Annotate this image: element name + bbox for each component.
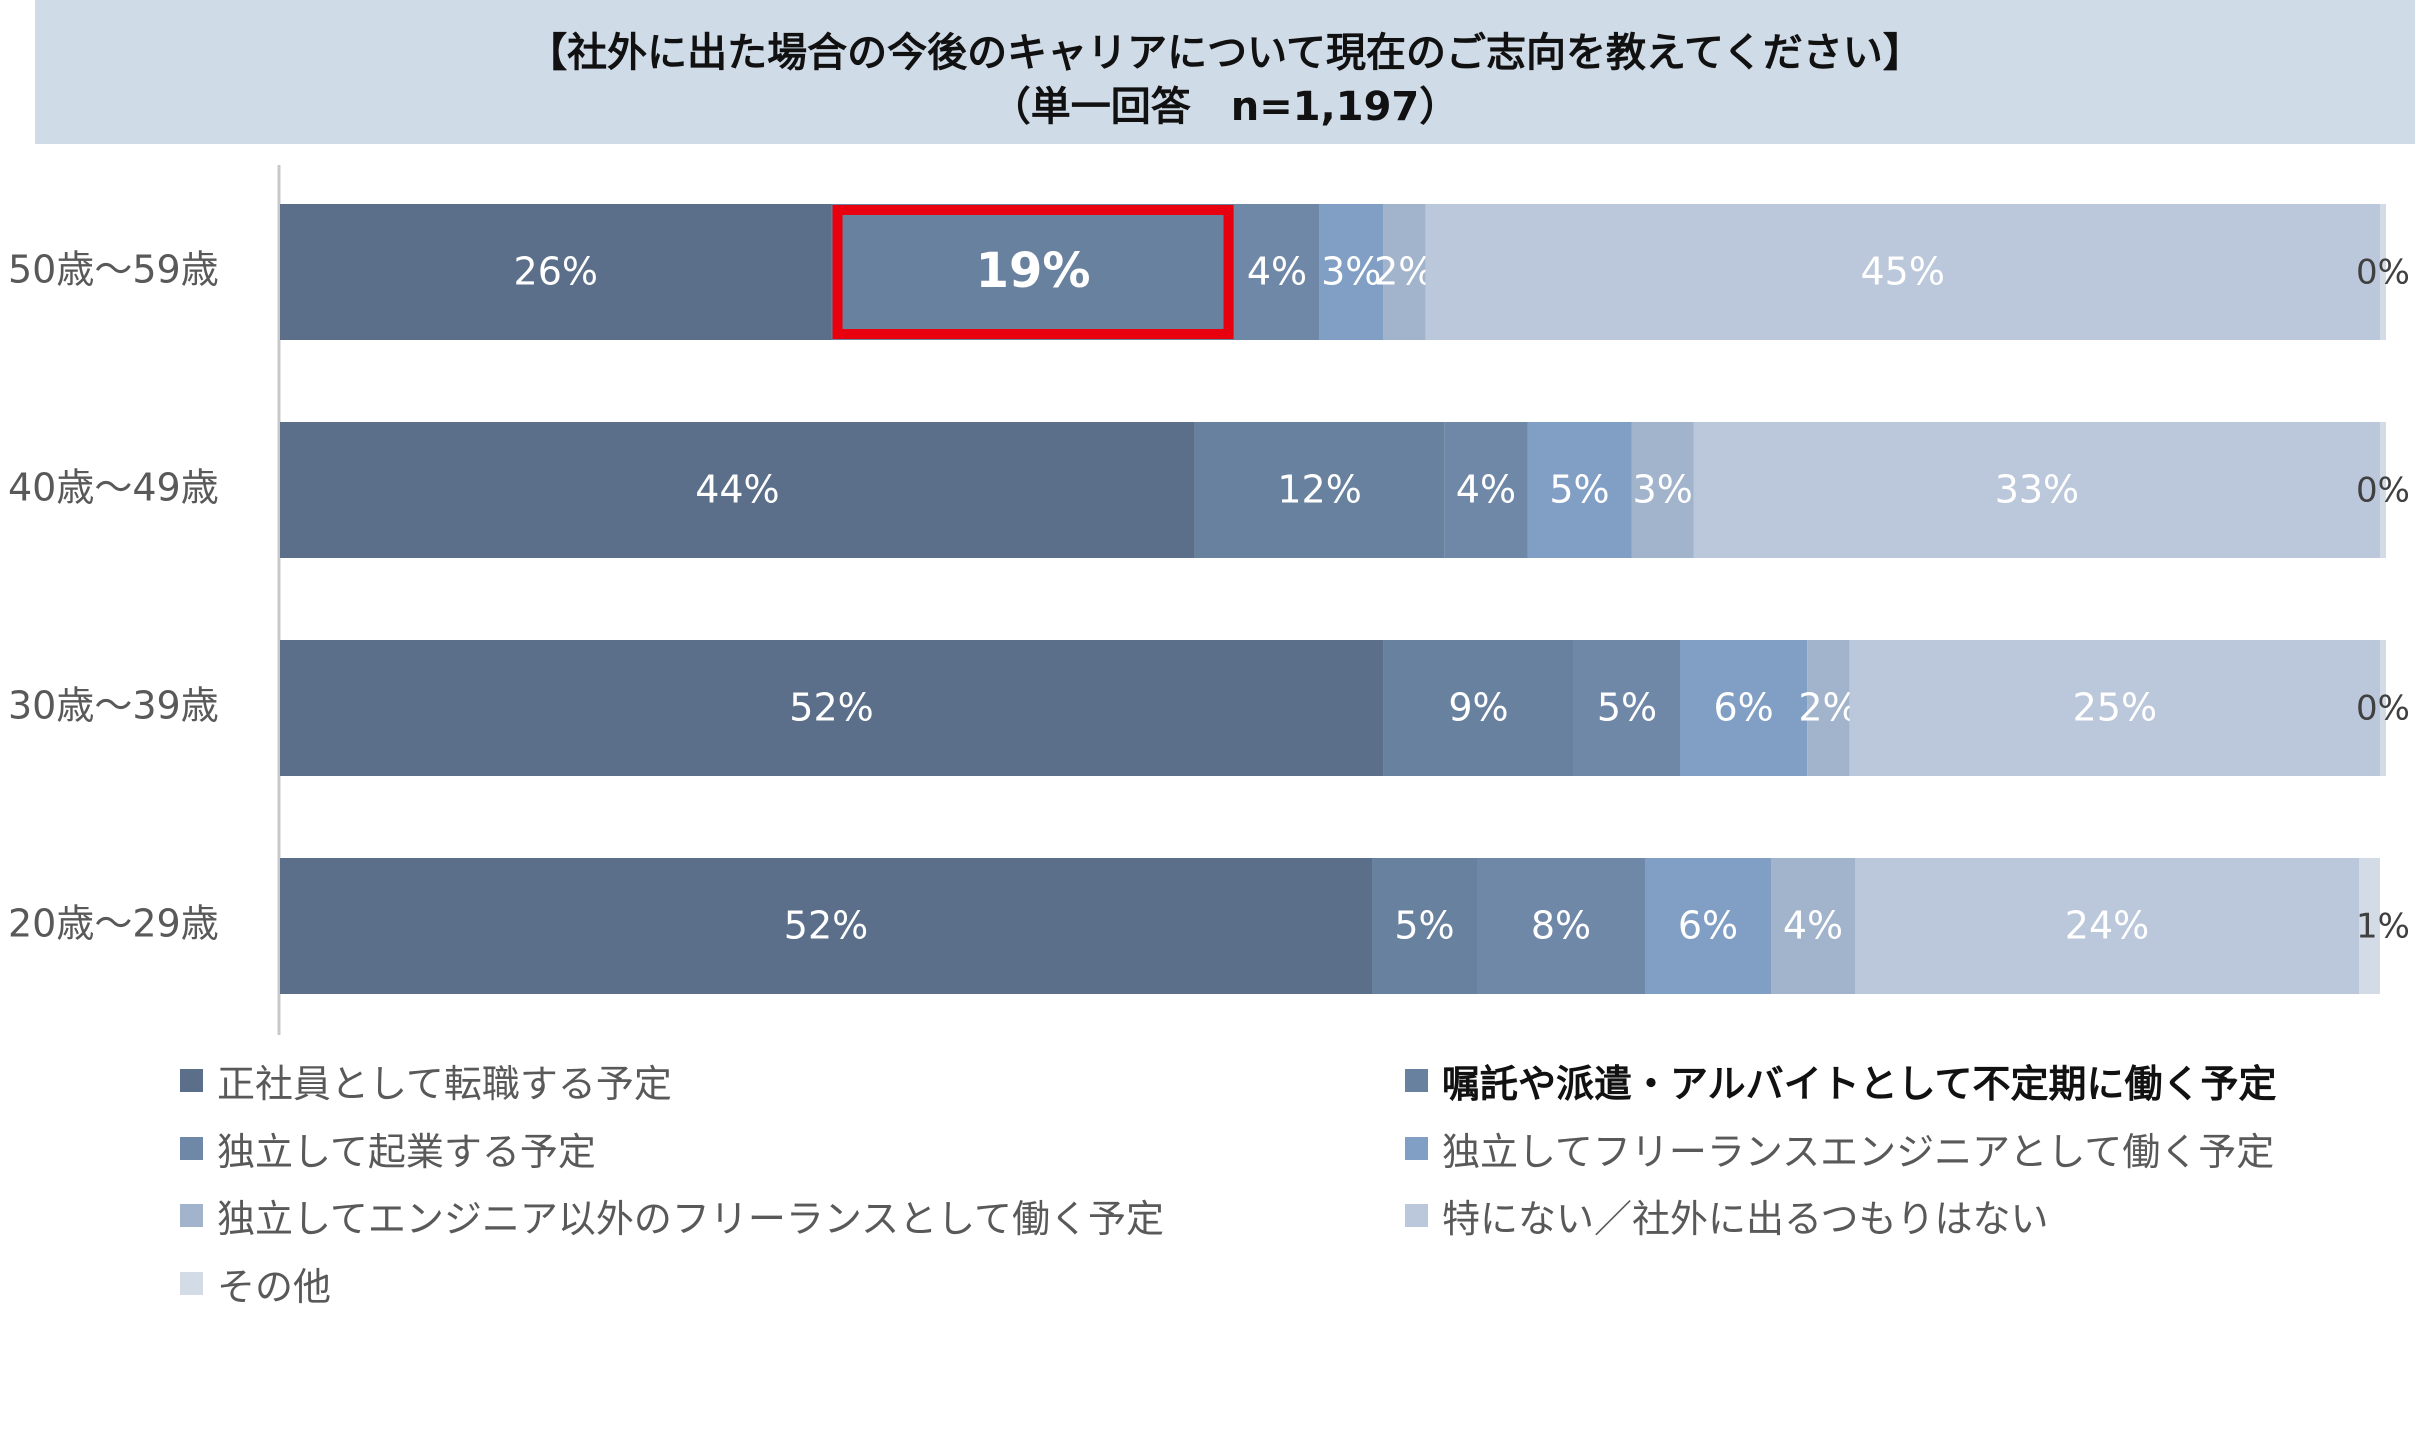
data-label: 12% — [1277, 468, 1361, 512]
bar-segment — [2380, 422, 2386, 558]
bar-segment — [831, 204, 1235, 340]
bar-segment — [1319, 204, 1384, 340]
legend-label: 独立してフリーランスエンジニアとして働く予定 — [1442, 1129, 2275, 1174]
bar-segment — [2380, 640, 2386, 776]
bar-segment — [1425, 204, 2380, 340]
data-label: 19% — [976, 243, 1091, 299]
bar-segment — [280, 858, 1372, 994]
chart-subtitle: （単一回答 n=1,197） — [990, 84, 1460, 130]
legend-label: その他 — [217, 1264, 332, 1309]
data-label: 52% — [789, 686, 873, 730]
stacked-bar-chart: 50歳〜59歳 26% 19% 4% 3%2% 45% 0%40歳〜49歳 44% 12% 4% 5… — [8, 165, 2410, 1035]
data-label: 2% — [1798, 686, 1858, 730]
legend-swatch — [1405, 1203, 1428, 1227]
bar-segment — [1194, 422, 1445, 558]
data-label: 26% — [514, 250, 598, 294]
data-label: 33% — [1995, 468, 2079, 512]
bar-segment — [1383, 204, 1426, 340]
bar-segment — [2359, 858, 2380, 994]
legend-label: 独立してエンジニア以外のフリーランスとして働く予定 — [217, 1196, 1164, 1241]
category-label: 30歳〜39歳 — [8, 684, 219, 728]
data-label: 4% — [1247, 250, 1307, 294]
data-label: 0% — [2356, 471, 2410, 511]
legend-swatch — [1405, 1136, 1428, 1160]
data-label: 25% — [2073, 686, 2157, 730]
bar-segment — [1372, 858, 1477, 994]
data-label: 0% — [2356, 253, 2410, 293]
legend-swatch — [180, 1271, 203, 1295]
legend-item: 特にない／社外に出るつもりはない — [1405, 1190, 2049, 1241]
legend-label: 特にない／社外に出るつもりはない — [1442, 1196, 2049, 1241]
legend-item: 独立してエンジニア以外のフリーランスとして働く予定 — [180, 1190, 1164, 1241]
bar-segment — [1645, 858, 1771, 994]
legend-item: 嘱託や派遣・アルバイトとして不定期に働く予定 — [1405, 1055, 2277, 1106]
data-label: 45% — [1860, 250, 1944, 294]
bar-segment — [1855, 858, 2359, 994]
legend-swatch — [1405, 1068, 1428, 1092]
bar-segment — [1383, 640, 1574, 776]
bar-segment — [1477, 858, 1645, 994]
data-label: 0% — [2356, 689, 2410, 729]
data-label: 5% — [1549, 468, 1609, 512]
data-label: 2% — [1374, 250, 1434, 294]
bar-segment — [1849, 640, 2380, 776]
bar-segment — [1444, 422, 1528, 558]
category-label: 20歳〜29歳 — [8, 902, 219, 946]
chart-title-banner: 【社外に出た場合の今後のキャリアについて現在のご志向を教えてください】 （単一回… — [35, 0, 2415, 144]
legend-swatch — [180, 1068, 203, 1092]
data-label: 44% — [695, 468, 779, 512]
data-label: 52% — [784, 904, 868, 948]
data-label: 4% — [1783, 904, 1843, 948]
data-label: 6% — [1678, 904, 1738, 948]
legend-item: 正社員として転職する予定 — [180, 1055, 672, 1106]
bar-segment — [1234, 204, 1320, 340]
bar-segment — [280, 422, 1195, 558]
data-label: 4% — [1456, 468, 1516, 512]
bar-segment — [1680, 640, 1808, 776]
data-label: 6% — [1713, 686, 1773, 730]
legend-item: 独立して起業する予定 — [180, 1123, 596, 1174]
bar-segment — [1573, 640, 1680, 776]
data-label: 8% — [1531, 904, 1591, 948]
data-label: 3% — [1633, 468, 1693, 512]
bar-segment — [1693, 422, 2380, 558]
data-label: 5% — [1394, 904, 1454, 948]
legend-item: その他 — [180, 1258, 332, 1309]
data-label: 9% — [1448, 686, 1508, 730]
bar-segment — [1771, 858, 1855, 994]
bar-segment — [2380, 204, 2386, 340]
legend-label: 独立して起業する予定 — [217, 1129, 596, 1174]
highlight-box — [832, 205, 1234, 339]
bar-segment — [1807, 640, 1850, 776]
chart-title: 【社外に出た場合の今後のキャリアについて現在のご志向を教えてください】 — [527, 30, 1923, 76]
category-label: 50歳〜59歳 — [8, 248, 219, 292]
data-label: 3% — [1321, 250, 1381, 294]
data-label: 24% — [2065, 904, 2149, 948]
bar-segment — [1527, 422, 1632, 558]
legend-label: 嘱託や派遣・アルバイトとして不定期に働く予定 — [1442, 1061, 2277, 1106]
bar-segment — [1631, 422, 1694, 558]
bar-segment — [280, 204, 832, 340]
legend-item: 独立してフリーランスエンジニアとして働く予定 — [1405, 1123, 2275, 1174]
legend-label: 正社員として転職する予定 — [217, 1061, 672, 1106]
data-label: 5% — [1597, 686, 1657, 730]
legend-swatch — [180, 1203, 203, 1227]
category-label: 40歳〜49歳 — [8, 466, 219, 510]
data-label: 1% — [2356, 907, 2410, 947]
bar-segment — [280, 640, 1384, 776]
legend-swatch — [180, 1136, 203, 1160]
